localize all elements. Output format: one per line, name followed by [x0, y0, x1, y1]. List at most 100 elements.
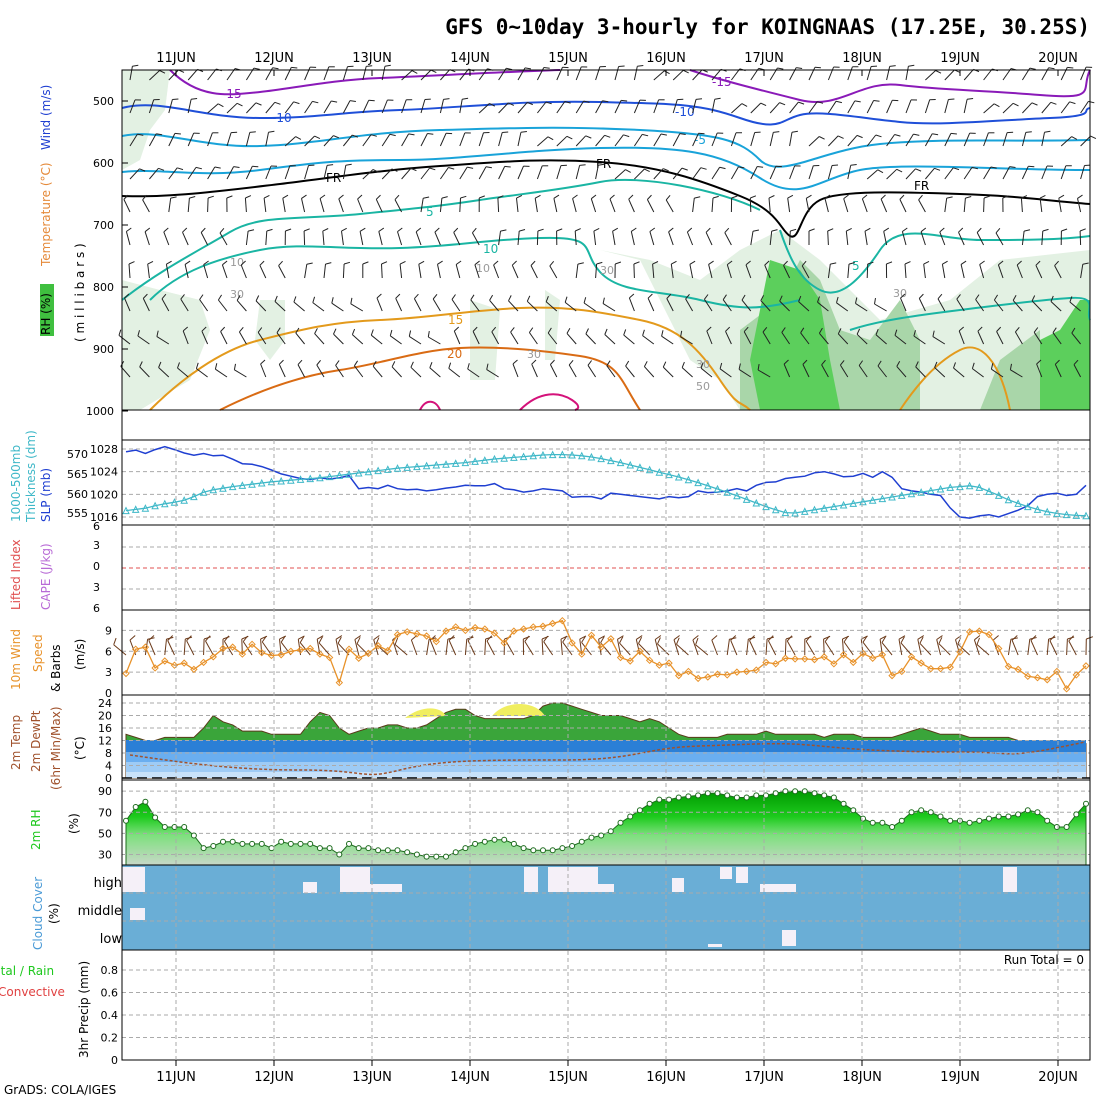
thickness-point [529, 451, 538, 460]
thickness-point [597, 454, 605, 463]
wind-barb-flag [545, 296, 549, 302]
temp-contour-5 [121, 178, 1091, 301]
wind10-barb [464, 639, 468, 656]
wind-barb [719, 368, 732, 378]
wind-barb [983, 68, 993, 81]
wind-barb-flag [1023, 229, 1031, 232]
cape-tick-label: 6 [93, 520, 100, 533]
wind-speed-point [781, 654, 790, 662]
wind-speed-point [238, 650, 247, 658]
wind-barb-flag [172, 98, 179, 100]
wind-barb [976, 232, 985, 246]
wind-barb-flag [806, 194, 812, 199]
wind-speed-point [500, 639, 508, 647]
wind-barb-flag [394, 194, 400, 200]
wind-barb [819, 332, 829, 345]
wind-barb-flag [894, 329, 898, 336]
wind-barb-flag [1012, 102, 1019, 107]
wind-barb-flag [604, 134, 611, 138]
wind-barb-flag [687, 227, 693, 233]
wind10-barb-flag [600, 636, 605, 643]
wind10-barb [786, 640, 796, 656]
wind-barb-flag [741, 294, 746, 301]
wind-speed-point [1082, 662, 1090, 670]
wind-barb [1016, 264, 1023, 279]
wind-barb-flag [647, 194, 652, 200]
wind-barb-flag [1050, 295, 1054, 302]
wind10-barb-flag [448, 635, 455, 641]
wind-barb [467, 368, 480, 378]
wind-barb-flag [343, 261, 351, 265]
thickness-point [277, 476, 285, 485]
wind-barb-flag [124, 293, 130, 299]
wind-barb [1041, 165, 1048, 180]
wind-barb-flag [637, 65, 644, 67]
wind-barb-flag [1088, 100, 1095, 104]
date-label: 20JUN [1038, 51, 1078, 66]
date-label: 17JUN [744, 51, 784, 66]
wind-speed-point [752, 666, 761, 674]
wind10-barb [1046, 639, 1050, 656]
wind-speed-point [1004, 662, 1013, 671]
rh2m-point [811, 790, 818, 797]
wind-barb-flag [524, 67, 531, 70]
wind-barb [768, 198, 771, 213]
thickness-point [830, 502, 838, 511]
wind-barb [293, 301, 305, 312]
wind-barb [304, 165, 309, 180]
wind-barb [647, 297, 655, 312]
wind-speed-point [510, 627, 518, 635]
wind-barb [1041, 132, 1045, 147]
thickness-point [461, 458, 470, 467]
wind10-barb [581, 642, 592, 656]
thickness-point [994, 491, 1003, 499]
wind-barb [665, 199, 674, 213]
wind-speed-point [384, 646, 392, 655]
wind-barb [516, 198, 519, 213]
upper-tick-label: 800 [93, 281, 114, 294]
thickness-point [568, 450, 576, 459]
wind-barb [301, 198, 306, 213]
thickness-point [897, 491, 906, 499]
thickness-point [626, 460, 635, 469]
wind-barb [1021, 166, 1029, 180]
wind-barb [381, 263, 383, 279]
thickness-point [577, 451, 586, 460]
wind-barb [451, 299, 461, 312]
wind-barb-flag [335, 360, 340, 366]
wind-barb-flag [352, 134, 359, 138]
wind-barb [595, 165, 599, 180]
wind-barb-flag [950, 132, 957, 135]
wind-barb [875, 334, 887, 345]
wind-barb-flag [996, 326, 1002, 332]
wind-barb [1080, 264, 1084, 279]
wind-barb [941, 264, 946, 279]
wind-barb-flag [156, 330, 159, 337]
wind-barb [1071, 332, 1081, 345]
wind10-barb [484, 638, 487, 656]
freezing-level-label: FR [914, 179, 929, 193]
wind-barb [1054, 265, 1062, 279]
wind10-barb-flag [224, 635, 230, 642]
wind-barb-flag [530, 260, 536, 266]
wind-barb-flag [448, 167, 455, 170]
thickness-point [558, 450, 567, 459]
wind-barb [297, 364, 306, 378]
wind-barb-flag [293, 101, 300, 105]
wind-barb [595, 134, 605, 147]
wind-barb-flag [391, 168, 398, 172]
rh2m-point [540, 847, 546, 854]
wind-barb [549, 265, 558, 279]
wind-barb-flag [233, 166, 240, 168]
wind-speed-point [432, 637, 441, 646]
wind-barb-flag [301, 194, 307, 199]
thickness-point [325, 472, 334, 481]
wind-barb-flag [316, 359, 321, 366]
wind-barb [255, 300, 267, 312]
wind-barb [203, 264, 209, 279]
wind-barb-flag [858, 360, 864, 366]
thickness-point [665, 470, 673, 479]
